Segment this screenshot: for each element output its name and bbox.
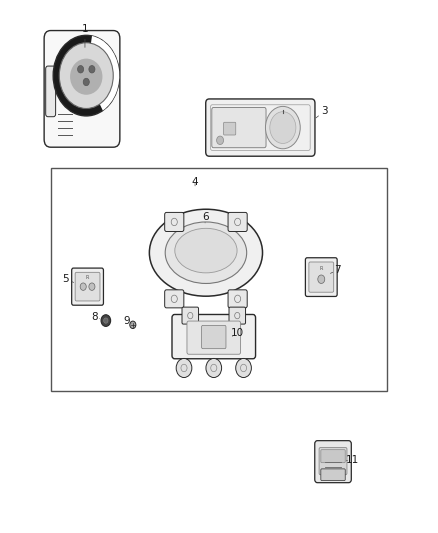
Text: R: R bbox=[86, 274, 89, 280]
FancyBboxPatch shape bbox=[229, 307, 246, 324]
Circle shape bbox=[83, 78, 89, 86]
FancyBboxPatch shape bbox=[309, 262, 334, 292]
FancyBboxPatch shape bbox=[46, 66, 56, 117]
FancyBboxPatch shape bbox=[72, 268, 103, 305]
Text: 10: 10 bbox=[231, 328, 244, 338]
FancyBboxPatch shape bbox=[228, 290, 247, 308]
Circle shape bbox=[89, 283, 95, 290]
FancyBboxPatch shape bbox=[98, 282, 102, 292]
Circle shape bbox=[217, 136, 223, 144]
FancyBboxPatch shape bbox=[44, 30, 120, 147]
Circle shape bbox=[59, 43, 113, 109]
FancyBboxPatch shape bbox=[165, 213, 184, 231]
Ellipse shape bbox=[70, 59, 102, 95]
Circle shape bbox=[89, 66, 95, 73]
Text: 6: 6 bbox=[202, 212, 208, 222]
Circle shape bbox=[101, 315, 111, 326]
FancyBboxPatch shape bbox=[319, 448, 347, 475]
Circle shape bbox=[78, 66, 84, 73]
Text: R: R bbox=[320, 266, 323, 271]
Text: 9: 9 bbox=[124, 316, 130, 326]
Ellipse shape bbox=[175, 228, 237, 273]
FancyBboxPatch shape bbox=[165, 290, 184, 308]
Text: 3: 3 bbox=[321, 106, 328, 116]
FancyBboxPatch shape bbox=[305, 258, 337, 296]
Bar bbox=[51, 168, 387, 391]
Circle shape bbox=[265, 107, 300, 149]
Circle shape bbox=[270, 112, 296, 143]
Circle shape bbox=[236, 358, 251, 377]
FancyBboxPatch shape bbox=[315, 441, 351, 483]
Circle shape bbox=[53, 35, 119, 116]
Text: 1: 1 bbox=[81, 24, 88, 34]
FancyBboxPatch shape bbox=[182, 307, 198, 324]
Text: 5: 5 bbox=[63, 274, 69, 284]
FancyBboxPatch shape bbox=[77, 282, 81, 292]
FancyBboxPatch shape bbox=[228, 213, 247, 231]
Wedge shape bbox=[91, 36, 119, 110]
FancyBboxPatch shape bbox=[223, 122, 236, 135]
Text: 7: 7 bbox=[335, 265, 341, 274]
FancyBboxPatch shape bbox=[321, 450, 345, 463]
Text: 4: 4 bbox=[192, 177, 198, 187]
FancyBboxPatch shape bbox=[321, 469, 345, 481]
Circle shape bbox=[130, 321, 136, 328]
FancyBboxPatch shape bbox=[187, 321, 240, 354]
Ellipse shape bbox=[149, 209, 262, 296]
Text: 8: 8 bbox=[91, 312, 97, 322]
Circle shape bbox=[206, 358, 222, 377]
FancyBboxPatch shape bbox=[75, 272, 100, 301]
FancyBboxPatch shape bbox=[201, 325, 226, 349]
Circle shape bbox=[176, 358, 192, 377]
FancyBboxPatch shape bbox=[206, 99, 315, 156]
Ellipse shape bbox=[165, 222, 247, 284]
Circle shape bbox=[104, 318, 108, 323]
Circle shape bbox=[80, 283, 86, 290]
Circle shape bbox=[318, 275, 325, 284]
FancyBboxPatch shape bbox=[172, 314, 255, 359]
FancyBboxPatch shape bbox=[212, 108, 266, 148]
Text: 11: 11 bbox=[346, 455, 359, 464]
